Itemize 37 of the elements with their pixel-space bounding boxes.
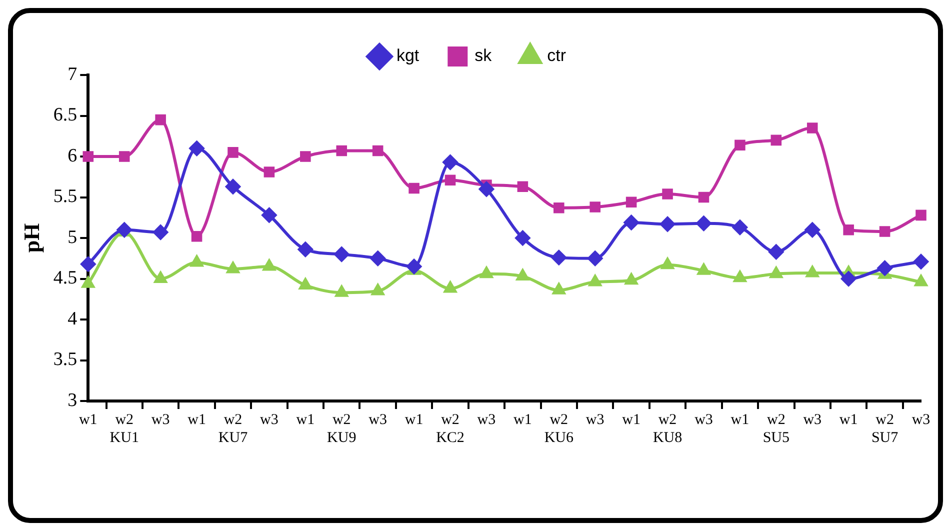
y-tick-label: 6.5 (53, 104, 78, 126)
x-tick-label: w1 (514, 412, 532, 428)
x-tick-label: w2 KU9 (327, 412, 356, 446)
x-tick-label: w3 (477, 412, 496, 428)
legend-label: ctr (547, 46, 566, 66)
x-tick-label: w2 SU7 (871, 412, 899, 446)
x-tick-label: w2 KU7 (218, 412, 248, 446)
y-tick-label: 4.5 (53, 268, 78, 289)
x-tick-label: w1 (730, 412, 750, 428)
legend-label: sk (474, 46, 492, 66)
x-tick-label: w3 (694, 412, 713, 428)
x-tick-label: w3 (151, 412, 170, 428)
y-tick-label: 3.5 (53, 349, 78, 370)
x-tick-label: w3 (368, 412, 388, 428)
x-tick-label: w3 (912, 412, 930, 428)
x-tick-label: w2 KC2 (436, 412, 464, 446)
x-tick-label: w3 (586, 412, 604, 428)
x-tick-label: w3 (260, 412, 278, 428)
y-tick-label: 7 (68, 64, 78, 85)
y-tick-label: 5 (68, 226, 78, 248)
x-tick-label: w2 KU8 (652, 412, 682, 446)
y-axis-title: pH (18, 223, 44, 253)
x-tick-label: w1 (622, 412, 640, 428)
y-tick-label: 6 (68, 145, 78, 166)
y-tick-label: 5.5 (53, 186, 78, 208)
y-tick-label: 3 (68, 390, 78, 411)
y-tick-label: 4 (68, 308, 78, 330)
x-tick-label: w1 (78, 412, 98, 428)
x-tick-label: w1 (404, 412, 424, 428)
x-tick-label: w1 (188, 412, 206, 428)
legend-label: kgt (396, 46, 420, 66)
x-tick-label: w2 SU5 (762, 412, 790, 446)
x-tick-label: w2 KU6 (544, 412, 574, 446)
x-tick-label: w3 (803, 412, 822, 428)
x-tick-label: w2 KU1 (110, 412, 139, 446)
x-tick-label: w1 (839, 412, 858, 428)
x-tick-label: w1 (296, 412, 315, 428)
